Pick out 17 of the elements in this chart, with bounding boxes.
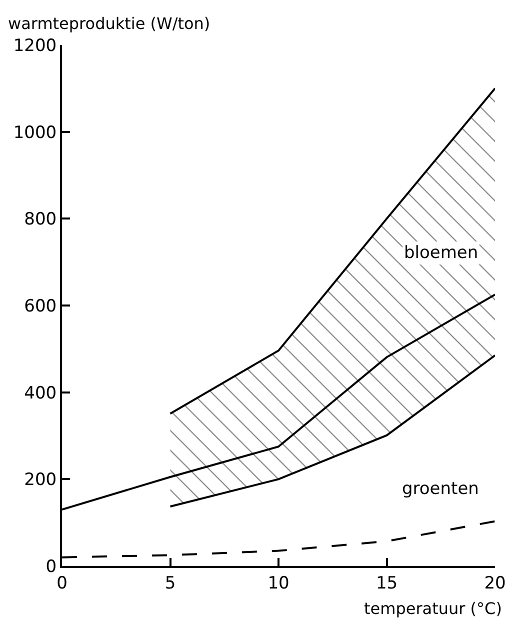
x-tick-label: 10: [268, 573, 290, 594]
y-tick-label: 0: [46, 556, 57, 577]
y-tick-label: 400: [24, 383, 57, 404]
y-axis-title: warmteproduktie (W/ton): [8, 14, 210, 33]
y-tick-label: 1200: [13, 36, 57, 56]
series-label: groenten: [402, 479, 479, 499]
line-series: [169, 87, 495, 415]
y-tick-label: 1000: [13, 122, 57, 143]
y-tick-label: 800: [24, 210, 57, 230]
x-tick-label: 5: [164, 573, 176, 594]
x-axis-title: temperatuur (°C): [364, 599, 502, 618]
x-tick-label: 15: [376, 573, 398, 594]
y-tick-label: 200: [24, 470, 57, 490]
y-tick-label: 600: [24, 296, 57, 316]
line-series: [169, 354, 495, 508]
text: bloemen: [404, 243, 478, 263]
x-tick-label: 20: [484, 573, 506, 594]
